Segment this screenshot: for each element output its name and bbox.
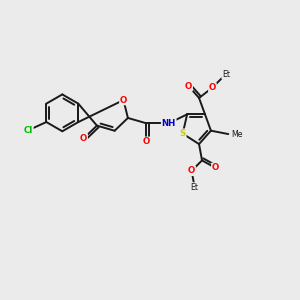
Text: O: O [80, 134, 87, 143]
Text: Cl: Cl [24, 126, 33, 135]
Text: O: O [185, 82, 192, 91]
Text: S: S [180, 129, 186, 138]
Text: NH: NH [162, 119, 176, 128]
Text: O: O [188, 166, 195, 175]
Text: O: O [212, 163, 219, 172]
Text: Et: Et [190, 183, 199, 192]
Text: O: O [120, 96, 127, 105]
Text: Me: Me [231, 130, 243, 139]
Text: O: O [143, 137, 150, 146]
Text: Et: Et [222, 70, 230, 79]
Text: O: O [209, 83, 216, 92]
